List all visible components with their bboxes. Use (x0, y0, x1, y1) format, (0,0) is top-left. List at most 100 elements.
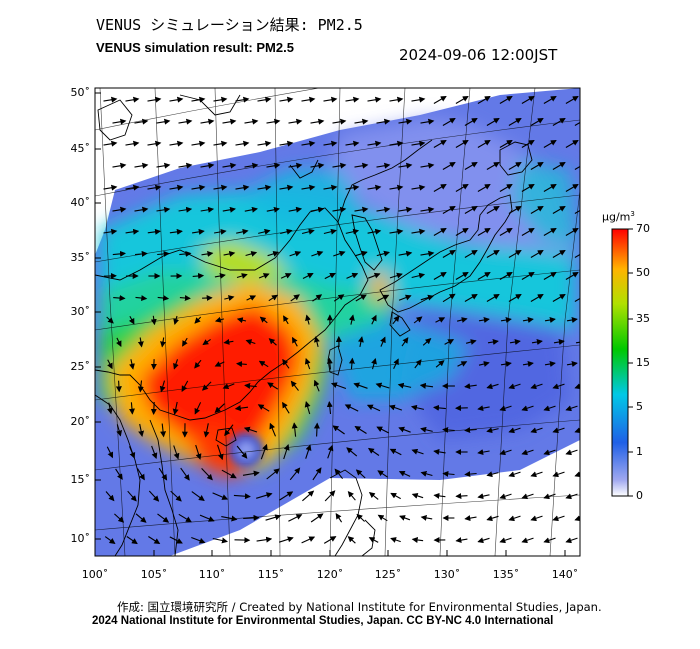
wind-arrow (113, 295, 126, 302)
wind-arrow (442, 205, 456, 214)
wind-arrow (380, 336, 386, 347)
wind-arrow (574, 209, 580, 214)
wind-arrow (347, 536, 356, 544)
wind-arrow (486, 471, 499, 478)
wind-arrow (355, 294, 367, 302)
wind-arrow (574, 515, 580, 522)
wind-arrow (112, 250, 126, 257)
wind-arrow (302, 490, 315, 502)
wind-arrow (508, 249, 522, 258)
wind-arrow (310, 206, 325, 213)
wind-arrow (499, 139, 513, 148)
graticule (95, 88, 580, 556)
wind-arrow (543, 227, 557, 236)
wind-arrow (552, 205, 566, 214)
wind-arrow (552, 471, 565, 478)
wind-arrow (236, 361, 247, 367)
wind-arrow (288, 206, 303, 213)
wind-arrow (388, 404, 403, 411)
wind-arrow (348, 314, 355, 325)
colorbar-tick-label: 1 (636, 445, 643, 458)
wind-arrow (375, 382, 390, 389)
wind-arrow (222, 162, 237, 169)
wind-arrow (178, 206, 193, 213)
wind-arrow (125, 184, 140, 191)
wind-arrow (137, 337, 144, 348)
colorbar-tick-label: 0 (636, 489, 643, 502)
wind-arrow (292, 336, 298, 347)
wind-arrow (486, 515, 499, 522)
wind-arrow (216, 444, 224, 461)
wind-arrow (301, 228, 315, 235)
wind-arrow (223, 338, 234, 345)
wind-arrow (486, 205, 500, 214)
wind-arrow (278, 536, 294, 543)
wind-arrow (280, 228, 293, 235)
wind-arrow (478, 317, 490, 323)
wind-arrow (455, 227, 469, 236)
wind-arrow (170, 490, 182, 502)
wind-arrow (279, 96, 294, 103)
wind-arrow (235, 96, 250, 103)
wind-arrow (260, 443, 268, 460)
wind-arrow (290, 380, 299, 391)
wind-arrow (125, 140, 140, 147)
wind-arrow (530, 471, 543, 478)
wind-arrow (103, 140, 118, 147)
wind-arrow (312, 294, 323, 302)
wind-arrow (420, 426, 433, 433)
wind-arrow (543, 493, 556, 500)
wind-arrow (574, 383, 580, 390)
wind-arrow (194, 359, 202, 369)
wind-arrow (420, 118, 435, 125)
wind-arrow (398, 162, 413, 169)
wind-arrow (147, 140, 162, 147)
wind-arrow (477, 95, 491, 104)
wind-arrow (346, 272, 359, 279)
wind-arrow (530, 427, 543, 434)
wind-arrow (103, 96, 118, 103)
wind-arrow (553, 339, 565, 345)
wind-arrow (135, 513, 147, 523)
wind-arrow (508, 471, 521, 478)
wind-arrow (290, 294, 300, 302)
wind-arrow (411, 96, 426, 103)
wind-arrow (221, 515, 238, 522)
wind-arrow (157, 295, 170, 302)
latitude-label: 50˚ (70, 86, 91, 99)
wind-arrow (214, 273, 226, 279)
wind-arrow (178, 118, 193, 125)
wind-arrow (257, 140, 272, 147)
wind-arrow (419, 382, 434, 389)
wind-arrow (169, 96, 184, 103)
wind-arrow (376, 118, 391, 125)
wind-arrow (354, 206, 369, 213)
wind-arrow (201, 381, 212, 391)
wind-arrow (169, 228, 183, 235)
wind-arrow (191, 184, 206, 191)
wind-arrow (192, 272, 205, 279)
wind-arrow (147, 96, 162, 103)
wind-arrow (456, 317, 468, 323)
wind-arrow (114, 513, 125, 523)
wind-arrow (234, 405, 249, 412)
wind-arrow (258, 360, 269, 368)
wind-arrow (521, 537, 534, 544)
longitude-label: 130˚ (433, 568, 461, 581)
wind-arrow (521, 405, 534, 412)
wind-arrow (464, 161, 478, 170)
wind-arrow (521, 139, 535, 148)
wind-arrow (243, 514, 260, 521)
wind-arrow (531, 339, 543, 345)
wind-arrow (243, 426, 258, 433)
wind-arrow (543, 139, 557, 148)
wind-arrow (574, 427, 580, 434)
wind-arrow (565, 493, 578, 500)
wind-arrow (565, 271, 579, 280)
wind-arrow (455, 183, 469, 192)
wind-arrow (125, 228, 140, 235)
wind-arrow (310, 162, 325, 169)
wind-arrow (575, 341, 580, 344)
wind-arrow (435, 360, 445, 368)
wind-arrow (530, 117, 544, 126)
